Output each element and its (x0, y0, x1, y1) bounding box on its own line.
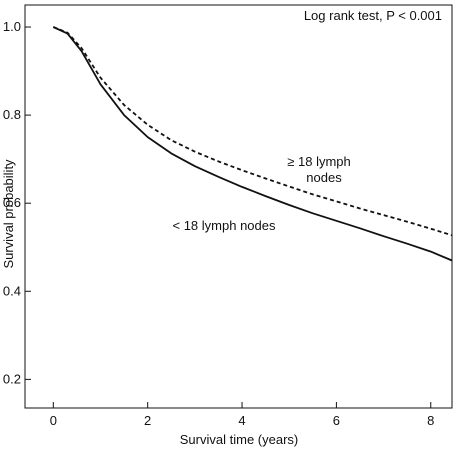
series-layer (52, 26, 453, 262)
x-tick-label: 2 (144, 413, 151, 428)
y-tick-label: 0.8 (3, 107, 21, 122)
y-tick-label: 1.0 (3, 19, 21, 34)
y-axis-label: Survival probability (1, 159, 16, 269)
y-axis-ticks: 0.2 0.4 0.6 0.8 1.0 (3, 19, 31, 386)
x-axis-ticks: 0 2 4 6 8 (50, 402, 434, 428)
x-tick-label: 4 (238, 413, 245, 428)
y-tick-label: 0.4 (3, 283, 21, 298)
x-tick-label: 8 (427, 413, 434, 428)
x-axis-label: Survival time (years) (180, 432, 298, 447)
x-tick-label: 6 (333, 413, 340, 428)
series-label-gte18-line2: nodes (306, 170, 342, 185)
series-lt18-line (52, 26, 453, 262)
y-tick-label: 0.2 (3, 371, 21, 386)
series-gte18-line (52, 26, 453, 237)
log-rank-annotation: Log rank test, P < 0.001 (304, 8, 442, 23)
series-label-lt18: < 18 lymph nodes (173, 218, 276, 233)
series-label-gte18-line1: ≥ 18 lymph (287, 154, 351, 169)
plot-frame (24, 4, 453, 409)
y-tick-label: 0.6 (3, 195, 21, 210)
x-tick-label: 0 (50, 413, 57, 428)
